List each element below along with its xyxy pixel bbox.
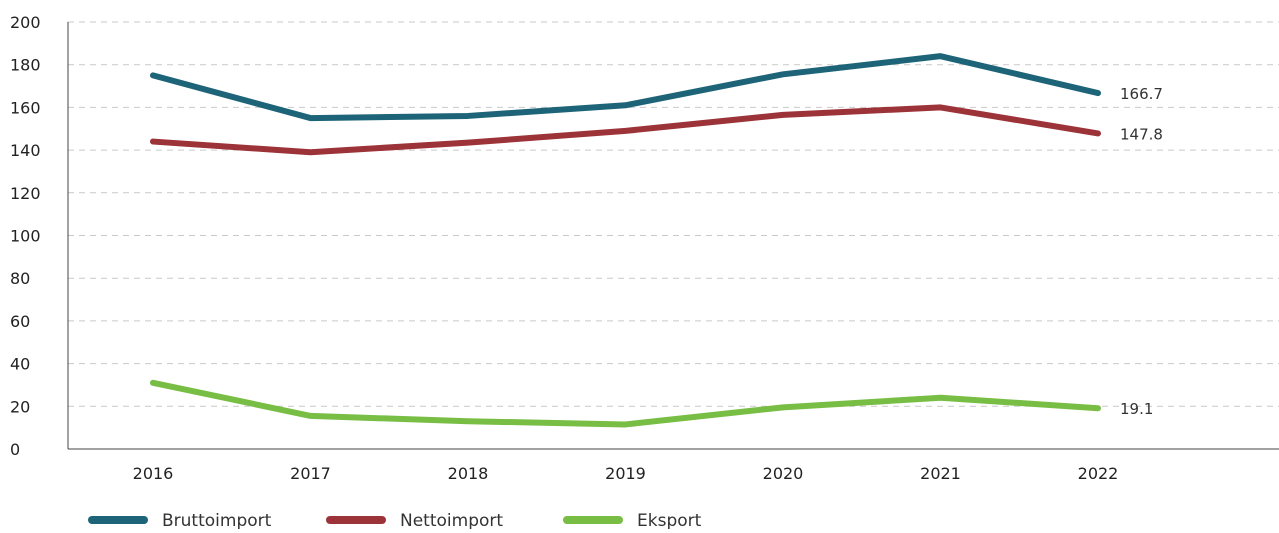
x-tick-label: 2016 bbox=[133, 464, 174, 483]
x-tick-label: 2020 bbox=[763, 464, 804, 483]
y-tick-label: 180 bbox=[10, 56, 41, 75]
end-value-labels: 166.7 147.8 19.1 bbox=[1120, 85, 1163, 418]
y-tick-label: 60 bbox=[10, 312, 30, 331]
y-tick-label: 40 bbox=[10, 355, 30, 374]
x-tick-label: 2017 bbox=[290, 464, 331, 483]
legend-label: Nettoimport bbox=[400, 511, 503, 529]
x-tick-labels: 2016 2017 2018 2019 2020 2021 2022 bbox=[133, 464, 1119, 483]
legend-item-nettoimport: Nettoimport bbox=[326, 511, 503, 531]
y-tick-label: 200 bbox=[10, 13, 41, 32]
axes bbox=[67, 22, 1279, 450]
legend: Bruttoimport Nettoimport Eksport bbox=[88, 511, 702, 531]
x-tick-label: 2019 bbox=[605, 464, 646, 483]
series-line-eksport bbox=[150, 379, 1101, 428]
series-lines bbox=[150, 53, 1101, 428]
y-tick-label: 100 bbox=[10, 227, 41, 246]
y-tick-label: 120 bbox=[10, 184, 41, 203]
legend-item-bruttoimport: Bruttoimport bbox=[88, 511, 272, 531]
y-tick-label: 160 bbox=[10, 98, 41, 117]
y-tick-labels: 0 20 40 60 80 100 120 140 160 180 200 bbox=[10, 13, 41, 459]
end-value-label: 19.1 bbox=[1120, 400, 1153, 418]
y-tick-label: 20 bbox=[10, 397, 30, 416]
x-tick-label: 2021 bbox=[920, 464, 961, 483]
y-tick-label: 0 bbox=[10, 440, 20, 459]
legend-label: Eksport bbox=[637, 511, 702, 529]
y-tick-label: 140 bbox=[10, 141, 41, 160]
legend-item-eksport: Eksport bbox=[563, 511, 702, 531]
end-value-label: 147.8 bbox=[1120, 125, 1163, 143]
x-tick-label: 2022 bbox=[1078, 464, 1119, 483]
gridlines bbox=[68, 21, 1279, 407]
end-value-label: 166.7 bbox=[1120, 85, 1163, 103]
legend-label: Bruttoimport bbox=[162, 511, 272, 529]
series-line-bruttoimport bbox=[150, 53, 1101, 122]
x-tick-label: 2018 bbox=[448, 464, 489, 483]
y-tick-label: 80 bbox=[10, 269, 30, 288]
series-line-nettoimport bbox=[150, 104, 1101, 156]
